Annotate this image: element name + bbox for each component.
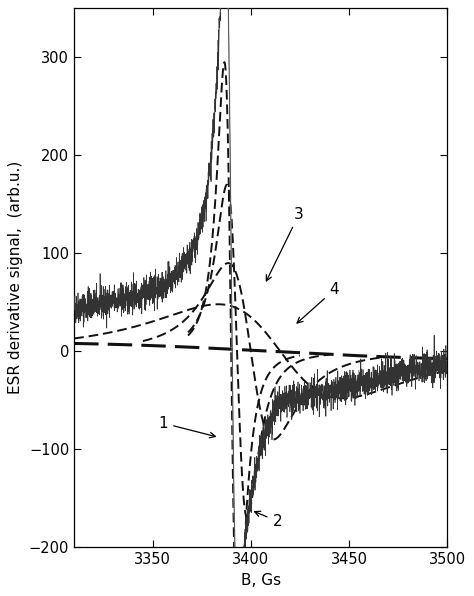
Text: 4: 4 [297, 283, 339, 323]
Text: 1: 1 [158, 415, 215, 438]
X-axis label: B, Gs: B, Gs [240, 573, 281, 588]
Y-axis label: ESR derivative signal,  (arb.u.): ESR derivative signal, (arb.u.) [9, 161, 23, 395]
Text: 3: 3 [266, 207, 304, 281]
Text: 2: 2 [255, 511, 282, 529]
